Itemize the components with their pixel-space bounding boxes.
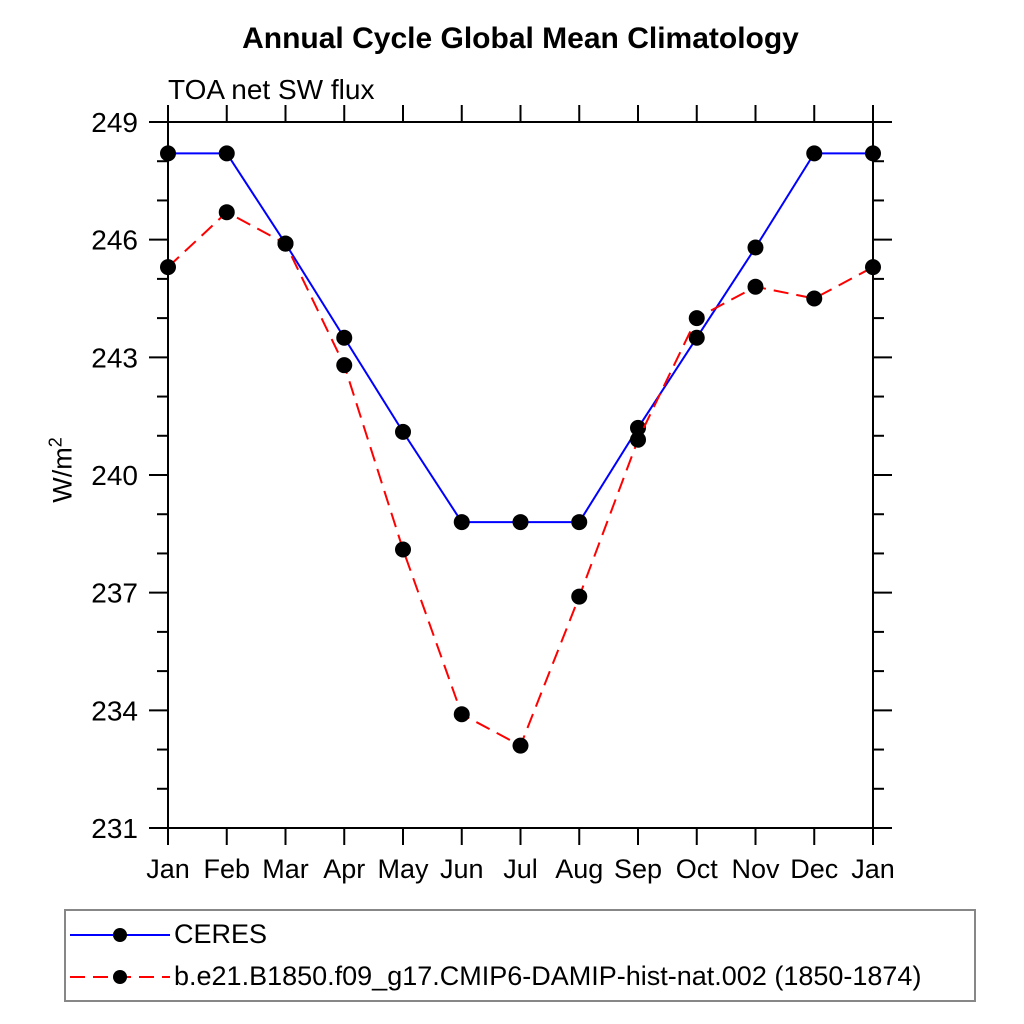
data-point-marker — [218, 145, 235, 162]
x-tick-label: Mar — [262, 854, 309, 884]
x-tick-label: Aug — [555, 854, 603, 884]
data-point-marker — [395, 541, 411, 558]
x-tick-label: Sep — [614, 854, 662, 884]
x-tick-label: Jan — [146, 854, 190, 884]
y-tick-label: 246 — [91, 225, 138, 256]
x-tick-label: Jan — [851, 854, 895, 884]
x-tick-label: Apr — [323, 854, 365, 884]
y-tick-label: 231 — [91, 813, 138, 844]
legend-line-sample — [70, 927, 170, 942]
data-point-marker — [747, 239, 764, 256]
data-point-marker — [453, 706, 470, 723]
x-tick-label: Jul — [503, 854, 538, 884]
x-tick-label: Dec — [790, 854, 838, 884]
data-point-marker — [395, 423, 411, 440]
x-tick-label: May — [377, 854, 429, 884]
data-point-marker — [571, 514, 588, 531]
y-tick-label: 237 — [91, 578, 138, 609]
legend: CERES b.e21.B1850.f09_g17.CMIP6-DAMIP-his… — [64, 909, 976, 1002]
data-point-marker — [747, 278, 764, 295]
series-line-model — [167, 210, 874, 748]
data-point-marker — [453, 514, 470, 531]
legend-marker-icon — [113, 927, 127, 942]
y-tick-label: 243 — [91, 342, 138, 373]
data-point-marker — [688, 329, 705, 346]
x-tick-label: Nov — [731, 854, 780, 884]
data-point-marker — [336, 329, 353, 346]
legend-entry: b.e21.B1850.f09_g17.CMIP6-DAMIP-hist-nat… — [70, 956, 974, 998]
data-point-marker — [806, 145, 823, 162]
data-point-marker — [865, 145, 881, 162]
y-tick-label: 240 — [91, 460, 138, 491]
data-point-marker — [865, 259, 881, 276]
x-tick-label: Oct — [676, 854, 719, 884]
data-point-marker — [336, 357, 353, 374]
data-point-marker — [160, 145, 176, 162]
data-point-marker — [571, 588, 588, 605]
y-tick-label: 234 — [91, 695, 138, 726]
chart-subtitle: TOA net SW flux — [168, 74, 375, 105]
legend-label: CERES — [174, 919, 268, 949]
data-point-marker — [688, 310, 705, 327]
data-point-marker — [630, 419, 646, 436]
legend-marker-icon — [113, 969, 127, 984]
data-point-marker — [806, 290, 823, 307]
legend-entry: CERES — [70, 914, 974, 956]
data-point-marker — [630, 431, 646, 448]
x-tick-label: Jun — [440, 854, 484, 884]
x-tick-label: Feb — [203, 854, 250, 884]
chart-title: Annual Cycle Global Mean Climatology — [242, 22, 799, 55]
data-point-marker — [512, 737, 529, 754]
data-point-marker — [277, 235, 294, 252]
data-point-marker — [512, 514, 529, 531]
y-tick-label: 249 — [91, 107, 138, 138]
legend-line-sample — [70, 969, 170, 984]
series-line-ceres — [168, 152, 873, 524]
legend-label: b.e21.B1850.f09_g17.CMIP6-DAMIP-hist-nat… — [174, 961, 922, 991]
data-point-marker — [160, 259, 176, 276]
data-point-marker — [218, 204, 235, 221]
